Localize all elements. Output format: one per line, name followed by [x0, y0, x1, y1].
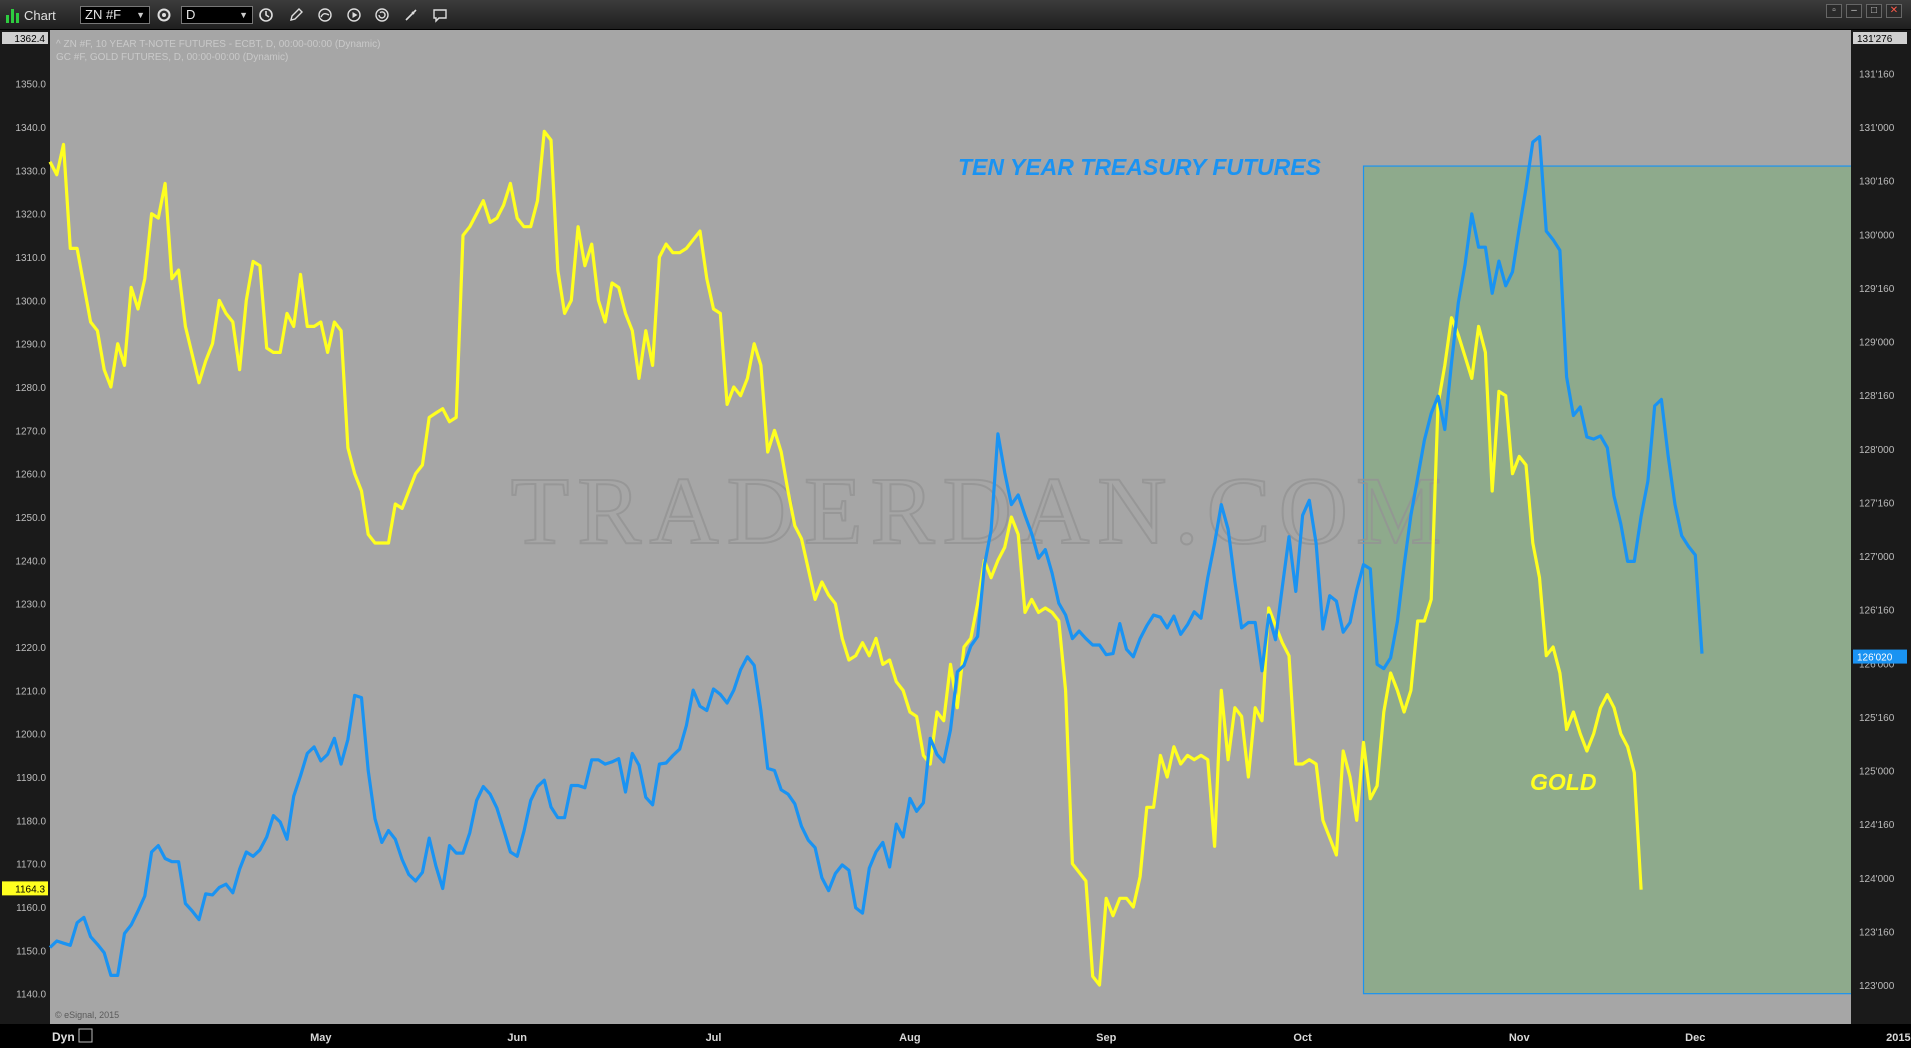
left-axis-tick-label: 1180.0	[16, 816, 46, 827]
svg-text:126'020: 126'020	[1857, 653, 1893, 664]
right-axis-tick-label: 127'160	[1859, 498, 1895, 509]
gold-series-line[interactable]	[48, 129, 1643, 987]
clock-icon[interactable]	[255, 5, 277, 25]
maximize-icon[interactable]: □	[1866, 4, 1882, 18]
price-chart[interactable]: TRADERDAN.COM 1350.01340.01330.01320.013…	[0, 30, 1911, 1048]
left-axis-tick-label: 1300.0	[15, 296, 46, 307]
left-axis-tick-label: 1160.0	[16, 903, 46, 914]
time-axis-label: Jun	[507, 1032, 527, 1044]
left-axis-tick-label: 1290.0	[15, 340, 46, 351]
right-axis-tick-label: 123'160	[1859, 927, 1895, 938]
time-axis-label: May	[310, 1032, 332, 1044]
interval-value: D	[186, 7, 196, 22]
treasury-annotation: TEN YEAR TREASURY FUTURES	[958, 154, 1322, 180]
svg-text:131'276: 131'276	[1857, 34, 1893, 45]
left-axis-top-badge: 1362.4	[2, 32, 48, 45]
highlight-rectangle[interactable]	[1362, 165, 1911, 995]
left-axis-tick-label: 1230.0	[15, 600, 46, 611]
time-axis-label: Dec	[1685, 1032, 1705, 1044]
left-axis-tick-label: 1200.0	[15, 730, 46, 741]
left-axis-tick-label: 1310.0	[15, 253, 46, 264]
right-axis-tick-label: 127'000	[1859, 552, 1895, 563]
left-axis-tick-label: 1210.0	[15, 686, 46, 697]
copyright-text: © eSignal, 2015	[55, 1010, 119, 1020]
restore-icon[interactable]: ▫	[1826, 4, 1842, 18]
left-axis-tick-label: 1320.0	[15, 210, 46, 221]
comment-icon[interactable]	[429, 5, 451, 25]
right-axis-tick-label: 130'000	[1859, 230, 1895, 241]
pencil-icon[interactable]	[285, 5, 307, 25]
window-title: Chart	[24, 8, 56, 23]
watermark: TRADERDAN.COM	[511, 457, 1450, 564]
left-axis-background	[0, 30, 50, 1048]
settings-icon[interactable]	[153, 5, 175, 25]
left-axis-tick-label: 1250.0	[15, 513, 46, 524]
time-axis-label: 2015	[1886, 1032, 1910, 1044]
right-axis-tick-label: 125'160	[1859, 713, 1895, 724]
gold-annotation: GOLD	[1530, 769, 1596, 795]
time-axis-label: Nov	[1509, 1032, 1531, 1044]
legend-line-gold: GC #F, GOLD FUTURES, D, 00:00-00:00 (Dyn…	[56, 52, 288, 63]
right-axis-tick-label: 130'160	[1859, 177, 1895, 188]
right-axis-tick-label: 128'160	[1859, 391, 1895, 402]
refresh-icon[interactable]	[371, 5, 393, 25]
right-axis-tick-label: 124'160	[1859, 820, 1895, 831]
left-axis-tick-label: 1350.0	[15, 80, 46, 91]
chevron-down-icon: ▼	[136, 10, 145, 20]
minimize-icon[interactable]: –	[1846, 4, 1862, 18]
treasury-last-value-badge: 126'020	[1853, 649, 1907, 664]
right-axis-tick-label: 126'160	[1859, 606, 1895, 617]
time-axis-mode[interactable]: Dyn	[52, 1030, 75, 1044]
svg-text:1164.3: 1164.3	[15, 884, 45, 895]
curve-icon[interactable]	[314, 5, 336, 25]
left-axis-tick-label: 1140.0	[16, 990, 46, 1001]
left-axis-tick-label: 1330.0	[15, 166, 46, 177]
left-axis-tick-label: 1280.0	[15, 383, 46, 394]
left-price-axis: 1350.0 1340.0 1330.0 1320.0 1310.0 1300.0 1290…	[0, 30, 50, 1048]
right-axis-tick-label: 129'000	[1859, 338, 1895, 349]
left-axis-tick-label: 1190.0	[16, 773, 46, 784]
right-axis-top-badge: 131'276	[1853, 32, 1907, 45]
time-axis[interactable]: Dyn MayJunJulAugSepOctNovDec2015FebMar02…	[0, 1024, 1911, 1048]
right-price-axis: 131'160 131'000 130'160 130'000 129'160 129'0…	[1851, 30, 1911, 1048]
right-axis-tick-label: 131'160	[1859, 69, 1895, 80]
calendar-icon[interactable]	[78, 1028, 93, 1043]
right-axis-tick-label: 125'000	[1859, 767, 1895, 778]
chart-app-icon	[6, 7, 20, 23]
close-icon[interactable]: ✕	[1886, 4, 1902, 18]
time-axis-label: Jul	[706, 1032, 722, 1044]
right-axis-tick-label: 131'000	[1859, 123, 1895, 134]
right-axis-tick-label: 129'160	[1859, 284, 1895, 295]
play-icon[interactable]	[343, 5, 365, 25]
right-axis-tick-label: 123'000	[1859, 981, 1895, 992]
left-axis-tick-label: 1340.0	[15, 123, 46, 134]
brush-icon[interactable]	[400, 5, 422, 25]
left-axis-tick-label: 1260.0	[15, 470, 46, 481]
gold-last-value-badge: 1164.3	[2, 881, 48, 896]
right-axis-tick-label: 124'000	[1859, 874, 1895, 885]
left-axis-tick-label: 1170.0	[16, 860, 46, 871]
interval-select[interactable]: D ▼	[181, 6, 253, 24]
legend-line-treasury: ^ ZN #F, 10 YEAR T-NOTE FUTURES - ECBT, …	[56, 39, 380, 50]
time-axis-label: Oct	[1293, 1032, 1312, 1044]
toolbar: Chart ZN #F ▼ D ▼	[0, 0, 1911, 30]
left-axis-tick-label: 1220.0	[15, 643, 46, 654]
left-axis-tick-label: 1270.0	[15, 426, 46, 437]
series-lines	[48, 129, 1704, 987]
chevron-down-icon: ▼	[239, 10, 248, 20]
time-axis-label: Aug	[899, 1032, 920, 1044]
right-axis-tick-label: 128'000	[1859, 445, 1895, 456]
symbol-value: ZN #F	[85, 7, 122, 22]
right-axis-background	[1851, 30, 1911, 1048]
left-axis-tick-label: 1150.0	[16, 946, 46, 957]
right-axis-tick-label: 126'000	[1859, 659, 1895, 670]
svg-text:1362.4: 1362.4	[14, 34, 45, 45]
symbol-select[interactable]: ZN #F ▼	[80, 6, 150, 24]
time-axis-label: Sep	[1096, 1032, 1116, 1044]
treasury-series-line[interactable]	[48, 135, 1704, 977]
left-axis-tick-label: 1240.0	[15, 556, 46, 567]
